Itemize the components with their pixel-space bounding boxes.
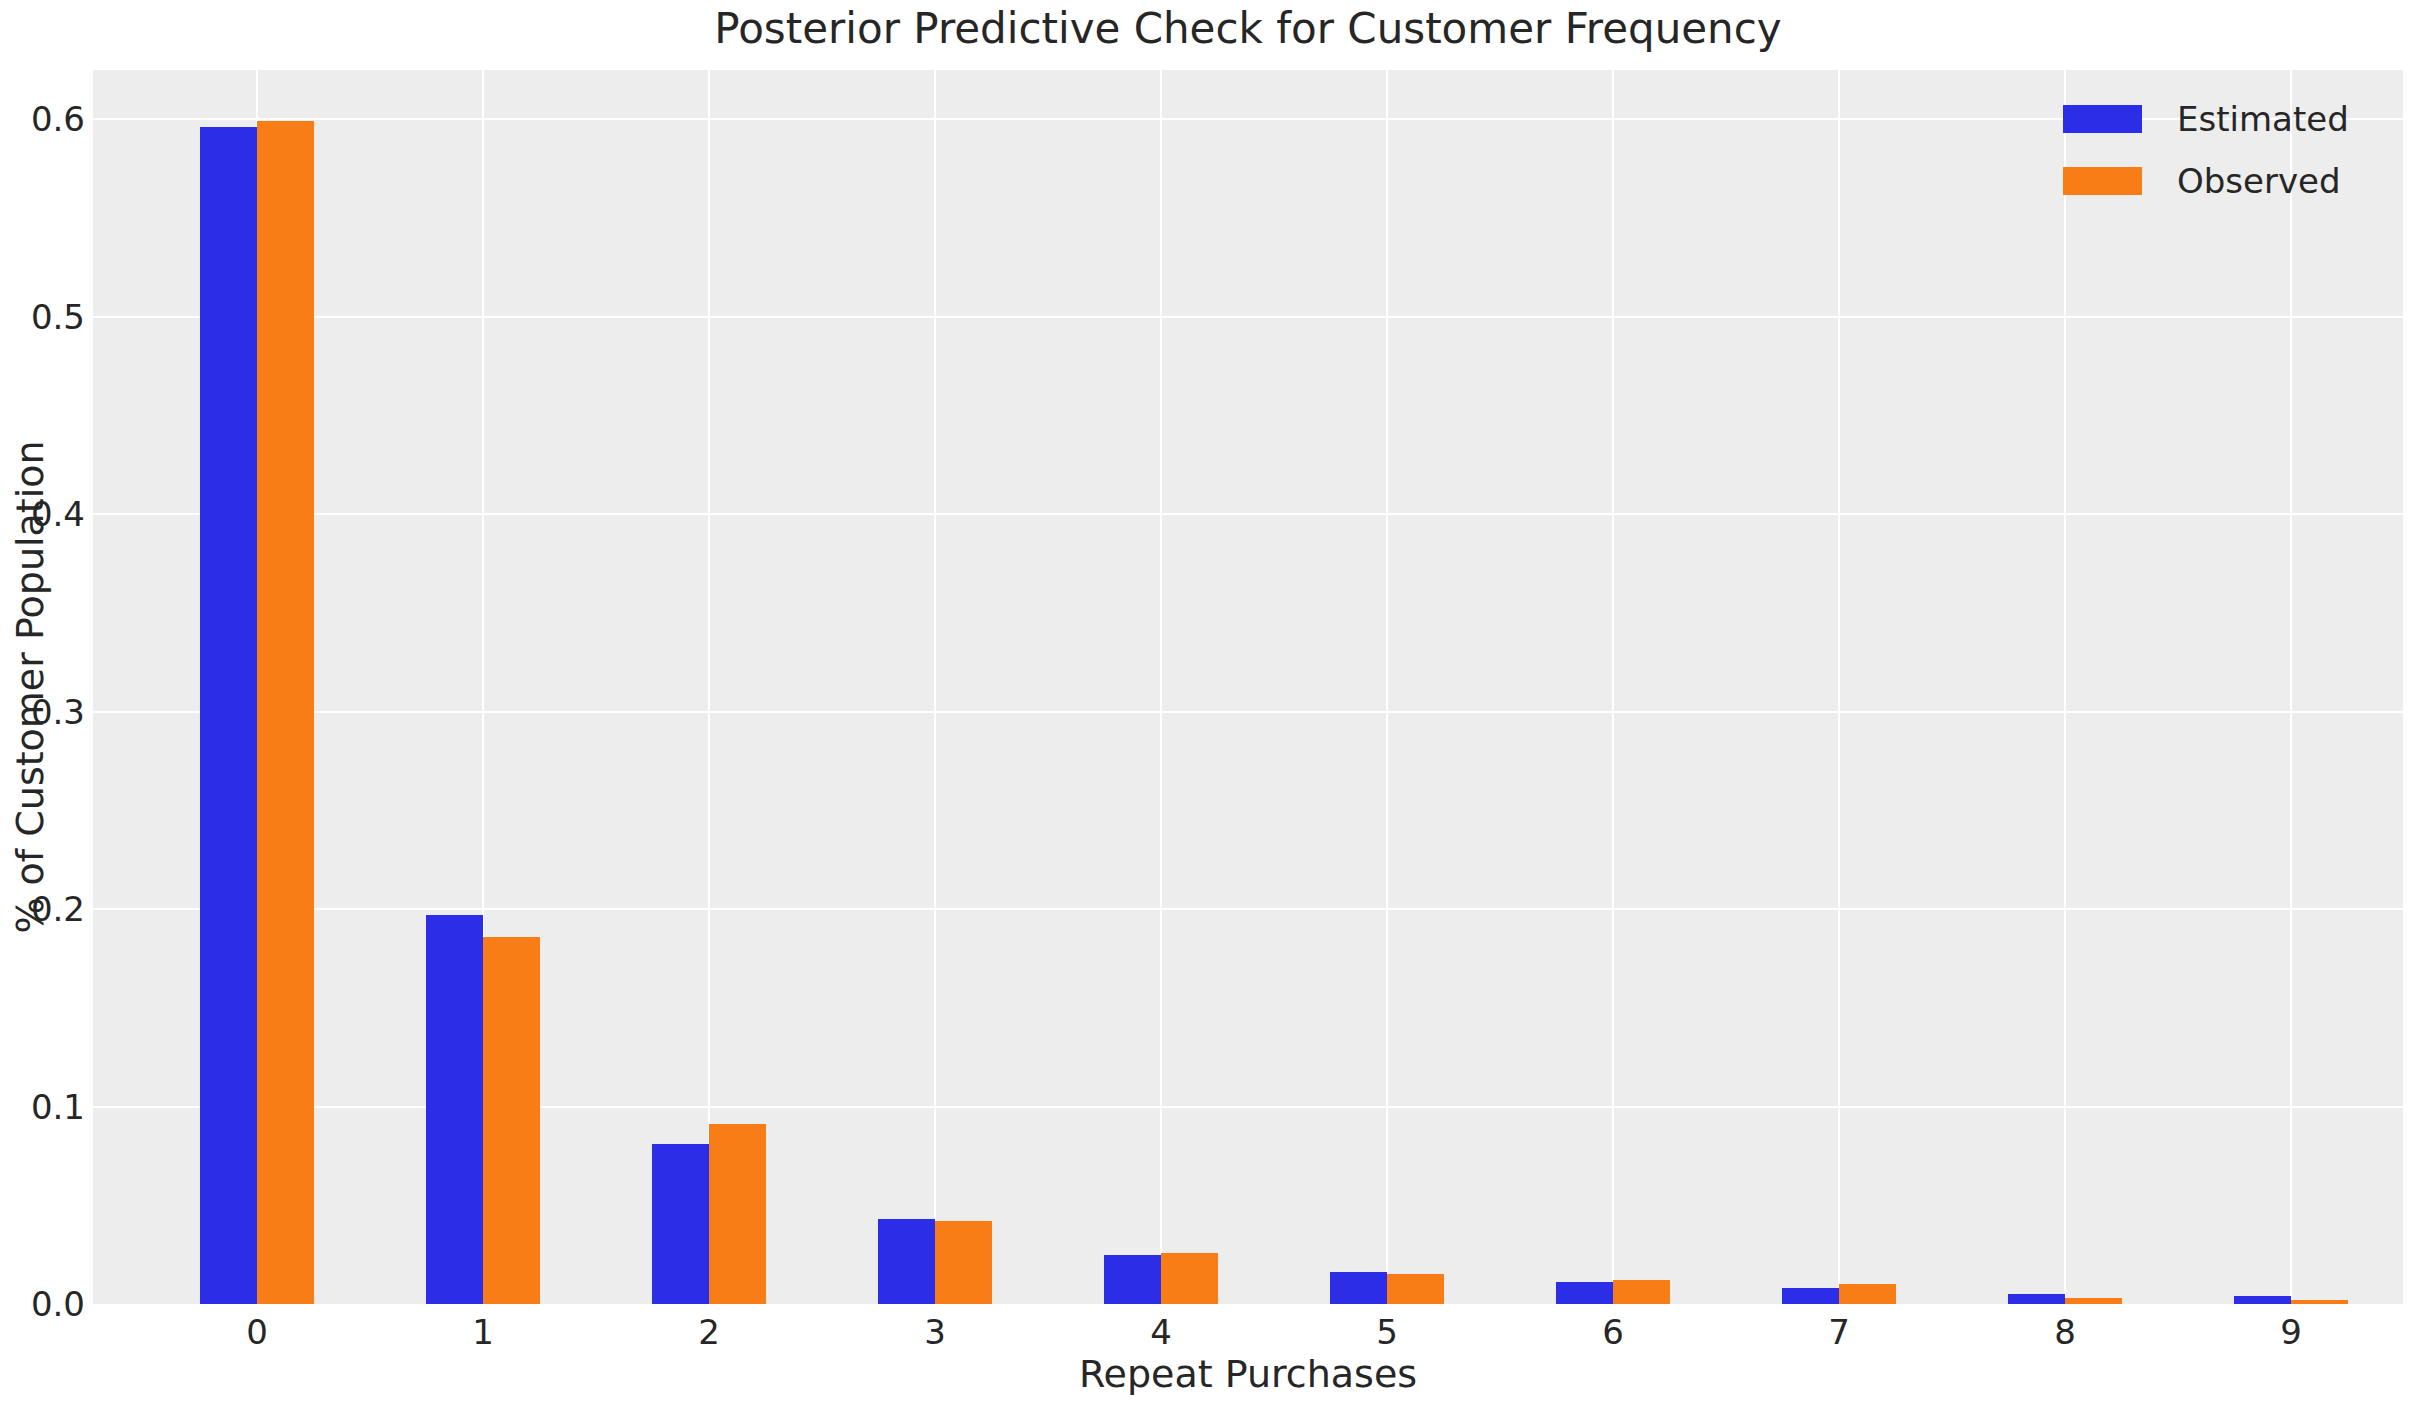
legend-label-estimated: Estimated: [2177, 99, 2367, 139]
gridline-v: [1612, 70, 1614, 1304]
legend: Estimated Observed: [2063, 98, 2367, 202]
x-axis-label: Repeat Purchases: [93, 1352, 2403, 1396]
legend-item: Estimated: [2063, 98, 2367, 140]
y-tick-label: 0.1: [31, 1087, 85, 1127]
gridline-v: [934, 70, 936, 1304]
legend-swatch-estimated: [2063, 105, 2142, 133]
x-tick-label: 5: [1376, 1312, 1398, 1352]
bar-observed-5: [1387, 1274, 1444, 1304]
axes: [93, 70, 2403, 1304]
y-tick-label: 0.6: [31, 99, 85, 139]
bar-observed-2: [709, 1124, 766, 1304]
gridline-h: [93, 118, 2403, 120]
gridline-v: [2064, 70, 2066, 1304]
bar-estimated-3: [878, 1219, 935, 1304]
bar-observed-7: [1839, 1284, 1896, 1304]
y-tick-label: 0.3: [31, 692, 85, 732]
bar-estimated-5: [1330, 1272, 1387, 1304]
bar-estimated-6: [1556, 1282, 1613, 1304]
y-tick-label: 0.5: [31, 297, 85, 337]
x-tick-label: 8: [2054, 1312, 2076, 1352]
bar-observed-0: [257, 121, 314, 1304]
legend-swatch-observed: [2063, 167, 2142, 195]
y-tick-label: 0.2: [31, 889, 85, 929]
bar-estimated-1: [426, 915, 483, 1304]
x-tick-label: 0: [246, 1312, 268, 1352]
bar-observed-9: [2291, 1300, 2348, 1304]
y-tick-label: 0.0: [31, 1284, 85, 1324]
gridline-h: [93, 316, 2403, 318]
x-tick-label: 2: [698, 1312, 720, 1352]
bar-observed-4: [1161, 1253, 1218, 1304]
bar-observed-6: [1613, 1280, 1670, 1304]
bar-estimated-8: [2008, 1294, 2065, 1304]
legend-item: Observed: [2063, 160, 2367, 202]
bar-estimated-2: [652, 1144, 709, 1304]
legend-label-observed: Observed: [2177, 161, 2367, 201]
gridline-v: [1386, 70, 1388, 1304]
x-tick-label: 3: [924, 1312, 946, 1352]
gridline-v: [1838, 70, 1840, 1304]
gridline-v: [1160, 70, 1162, 1304]
bar-estimated-9: [2234, 1296, 2291, 1304]
bar-estimated-4: [1104, 1255, 1161, 1304]
gridline-v: [708, 70, 710, 1304]
x-tick-label: 1: [472, 1312, 494, 1352]
bar-observed-1: [483, 937, 540, 1304]
chart-title: Posterior Predictive Check for Customer …: [93, 4, 2403, 53]
figure: Posterior Predictive Check for Customer …: [0, 0, 2423, 1423]
bar-estimated-7: [1782, 1288, 1839, 1304]
x-tick-label: 4: [1150, 1312, 1172, 1352]
bar-observed-3: [935, 1221, 992, 1304]
bar-estimated-0: [200, 127, 257, 1304]
x-tick-label: 7: [1828, 1312, 1850, 1352]
gridline-h: [93, 513, 2403, 515]
bar-observed-8: [2065, 1298, 2122, 1304]
y-tick-label: 0.4: [31, 494, 85, 534]
x-tick-label: 9: [2280, 1312, 2302, 1352]
gridline-h: [93, 908, 2403, 910]
gridline-v: [2290, 70, 2292, 1304]
x-tick-label: 6: [1602, 1312, 1624, 1352]
gridline-h: [93, 711, 2403, 713]
